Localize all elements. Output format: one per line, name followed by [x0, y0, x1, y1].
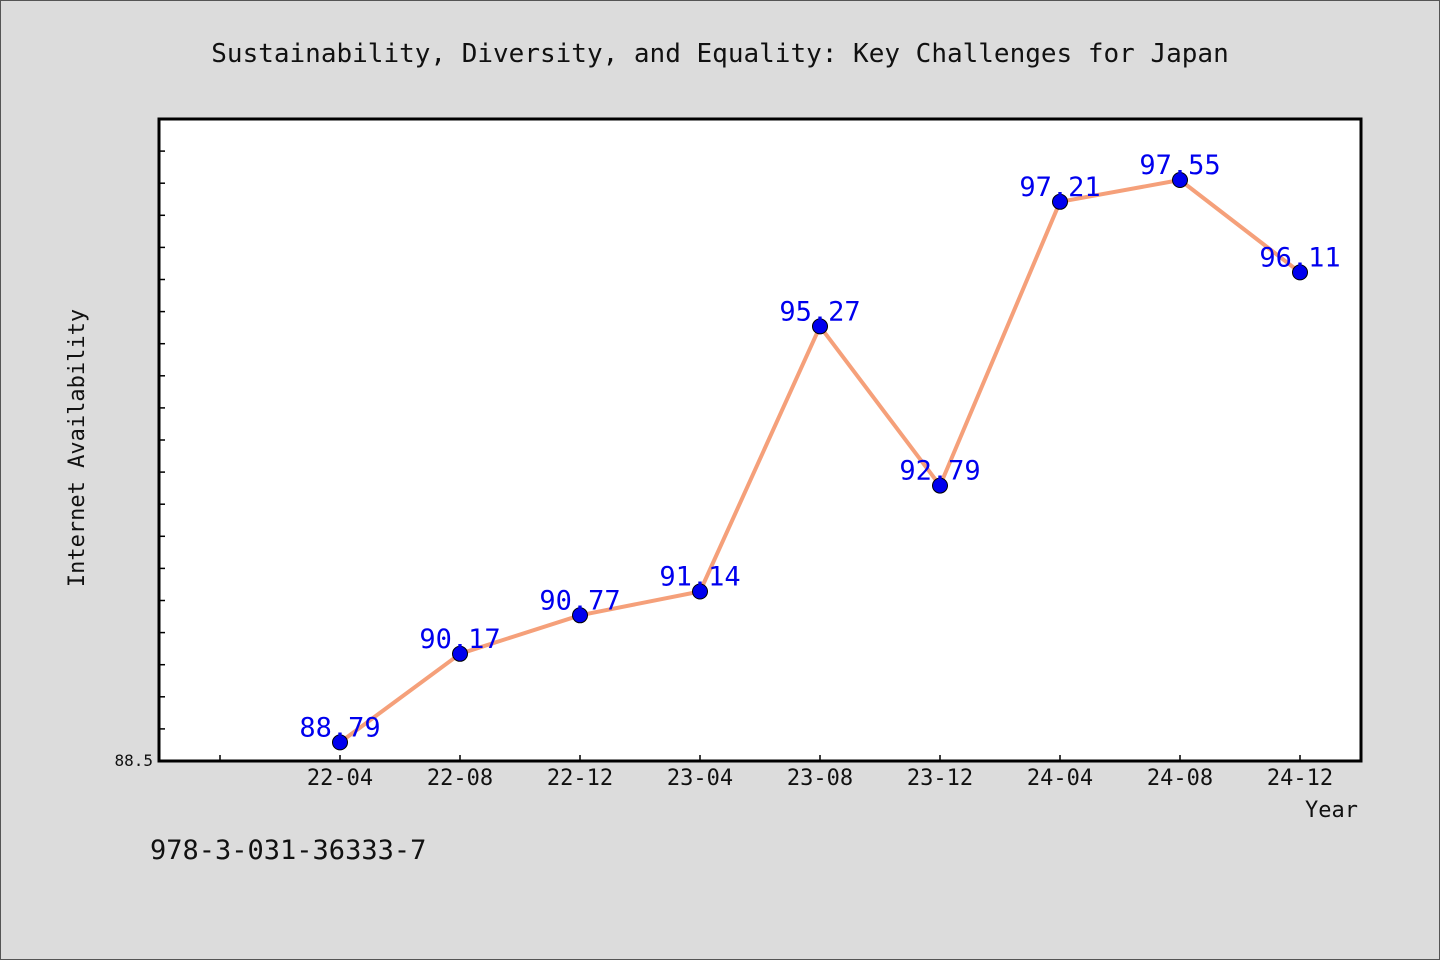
x-tick-label-6: 24-04: [1027, 766, 1093, 791]
data-point-1: [452, 645, 468, 662]
data-label-6: 97.21: [1019, 172, 1100, 203]
x-tick-label-4: 23-08: [787, 766, 853, 791]
data-label-3: 91.14: [659, 562, 740, 593]
data-label-5: 92.79: [899, 456, 980, 487]
x-tick-label-8: 24-12: [1267, 766, 1333, 791]
data-point-7: [1172, 172, 1188, 188]
x-axis-tick-labels: 22-04 22-08 22-12 23-04 23-08 23-12 24-04 24-08…: [307, 766, 1333, 791]
data-point-8: [1292, 264, 1308, 281]
data-point-4: [812, 318, 828, 335]
y-axis-ticks: [159, 150, 165, 762]
x-tick-label-0: 22-04: [307, 766, 373, 791]
x-axis-ticks: [219, 755, 1301, 761]
data-point-0: [332, 734, 348, 751]
plot-area: [157, 117, 1363, 763]
series-layer: 88.79 90.17 90.77 91.14 95.27 92.79 97.21 97.55…: [299, 150, 1341, 751]
data-label-1: 90.17: [419, 624, 500, 655]
data-label-2: 90.77: [539, 585, 620, 616]
x-tick-label-5: 23-12: [907, 766, 973, 791]
x-tick-label-7: 24-08: [1147, 766, 1213, 791]
x-axis-label: Year: [1305, 798, 1358, 823]
data-point-5: [932, 477, 948, 494]
data-point-3: [692, 583, 708, 600]
data-label-4: 95.27: [779, 296, 860, 327]
y-axis-tick-labels: 88.5: [114, 751, 153, 770]
data-label-8: 96.11: [1259, 242, 1340, 273]
x-tick-label-3: 23-04: [667, 766, 733, 791]
data-label-7: 97.55: [1139, 150, 1220, 181]
footer-code: 978-3-031-36333-7: [150, 835, 427, 866]
data-point-6: [1052, 193, 1068, 210]
chart-title: Sustainability, Diversity, and Equality:…: [211, 39, 1228, 69]
y-tick-label-0: 88.5: [114, 751, 153, 770]
x-tick-label-2: 22-12: [547, 766, 613, 791]
data-label-0: 88.79: [299, 712, 380, 743]
x-tick-label-1: 22-08: [427, 766, 493, 791]
data-point-2: [572, 607, 588, 624]
y-axis-label: Internet Availability: [65, 309, 90, 587]
